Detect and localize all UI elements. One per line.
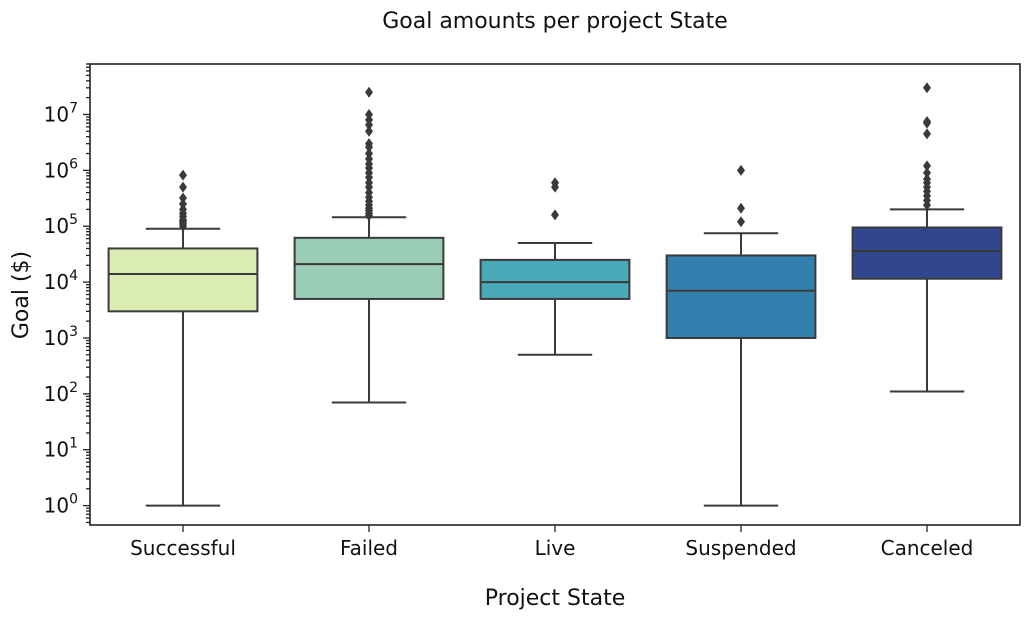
y-tick-label: 102 (44, 380, 78, 406)
y-tick-label: 103 (44, 324, 78, 350)
y-tick-label: 107 (44, 100, 78, 126)
box-canceled (851, 82, 1003, 393)
x-axis: Successful Failed Live Suspended Canceled (130, 525, 973, 560)
box-failed (293, 86, 445, 404)
y-axis-title: Goal ($) (9, 251, 34, 339)
y-tick-label: 100 (44, 492, 78, 518)
outlier-point (923, 115, 931, 127)
chart-title: Goal amounts per project State (382, 9, 728, 34)
iqr-box (665, 254, 817, 339)
iqr-box (107, 247, 259, 313)
box-successful (107, 169, 259, 507)
outlier-point (179, 169, 187, 181)
y-tick-label: 105 (44, 212, 78, 238)
outlier-point (179, 198, 187, 210)
x-tick-label: Canceled (881, 536, 974, 560)
x-tick-label: Successful (130, 536, 236, 560)
box-live (479, 177, 631, 356)
x-tick-label: Live (535, 536, 576, 560)
y-axis: 100 101 102 103 104 105 106 107 (44, 63, 90, 524)
box-suspended (665, 164, 817, 507)
outlier-point (923, 167, 931, 179)
outlier-point (551, 177, 559, 189)
iqr-box (479, 258, 631, 300)
iqr-box (293, 236, 445, 300)
outlier-point (923, 173, 931, 185)
outlier-point (179, 181, 187, 193)
iqr-box (851, 226, 1003, 280)
y-tick-label: 104 (44, 268, 78, 294)
outlier-point (923, 160, 931, 172)
outlier-point (365, 108, 373, 120)
outlier-point (365, 148, 373, 160)
outlier-point (737, 216, 745, 228)
x-axis-title: Project State (485, 586, 626, 611)
outlier-point (365, 86, 373, 98)
outlier-point (923, 82, 931, 94)
x-tick-label: Failed (340, 536, 398, 560)
x-tick-label: Suspended (685, 536, 796, 560)
outlier-point (737, 164, 745, 176)
outlier-point (923, 128, 931, 140)
y-tick-label: 101 (44, 436, 78, 462)
outlier-point (551, 209, 559, 221)
y-tick-label: 106 (44, 156, 78, 182)
outlier-point (737, 202, 745, 214)
plot-area (107, 82, 1003, 507)
outlier-point (365, 125, 373, 137)
outlier-point (365, 138, 373, 150)
outlier-point (179, 192, 187, 204)
